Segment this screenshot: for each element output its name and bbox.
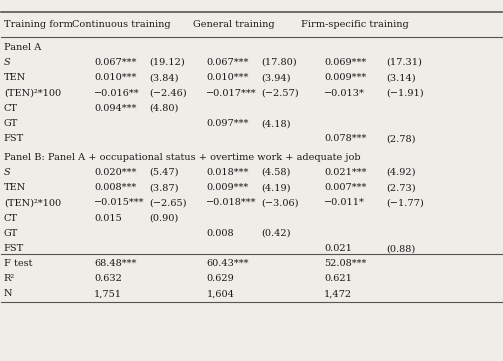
Text: (4.92): (4.92) [387, 168, 416, 177]
Text: 0.067***: 0.067*** [206, 58, 249, 67]
Text: TEN: TEN [4, 73, 26, 82]
Text: (0.90): (0.90) [149, 214, 178, 223]
Text: CT: CT [4, 214, 18, 223]
Text: −0.016**: −0.016** [94, 88, 139, 97]
Text: 0.067***: 0.067*** [94, 58, 136, 67]
Text: Panel A: Panel A [4, 43, 41, 52]
Text: FST: FST [4, 134, 24, 143]
Text: 0.629: 0.629 [206, 274, 234, 283]
Text: S: S [4, 58, 11, 67]
Text: (17.80): (17.80) [262, 58, 297, 67]
Text: GT: GT [4, 119, 18, 128]
Text: R²: R² [4, 274, 15, 283]
Text: GT: GT [4, 229, 18, 238]
Text: 0.015: 0.015 [94, 214, 122, 223]
Text: (3.94): (3.94) [262, 73, 291, 82]
Text: 0.009***: 0.009*** [206, 183, 248, 192]
Text: F test: F test [4, 260, 32, 269]
Text: (2.73): (2.73) [387, 183, 416, 192]
Text: (4.80): (4.80) [149, 104, 179, 113]
Text: 0.020***: 0.020*** [94, 168, 136, 177]
Text: (4.19): (4.19) [262, 183, 291, 192]
Text: (4.18): (4.18) [262, 119, 291, 128]
Text: (2.78): (2.78) [387, 134, 416, 143]
Text: 52.08***: 52.08*** [324, 260, 366, 269]
Text: (0.88): (0.88) [387, 244, 416, 253]
Text: (−1.77): (−1.77) [387, 198, 425, 207]
Text: 0.069***: 0.069*** [324, 58, 366, 67]
Text: (TEN)²*100: (TEN)²*100 [4, 198, 61, 207]
Text: 1,751: 1,751 [94, 289, 122, 298]
Text: Panel B: Panel A + occupational status + overtime work + adequate job: Panel B: Panel A + occupational status +… [4, 153, 361, 161]
Text: (−2.65): (−2.65) [149, 198, 187, 207]
Text: FST: FST [4, 244, 24, 253]
Text: −0.015***: −0.015*** [94, 198, 144, 207]
Text: (−3.06): (−3.06) [262, 198, 299, 207]
Text: 0.097***: 0.097*** [206, 119, 249, 128]
Text: 0.008: 0.008 [206, 229, 234, 238]
Text: 1,604: 1,604 [206, 289, 234, 298]
Text: (3.87): (3.87) [149, 183, 179, 192]
Text: (3.14): (3.14) [387, 73, 416, 82]
Text: 1,472: 1,472 [324, 289, 352, 298]
Text: (−1.91): (−1.91) [387, 88, 424, 97]
Text: Continuous training: Continuous training [72, 20, 171, 29]
Text: −0.011*: −0.011* [324, 198, 365, 207]
Text: 0.008***: 0.008*** [94, 183, 136, 192]
Text: 68.48***: 68.48*** [94, 260, 136, 269]
Text: −0.018***: −0.018*** [206, 198, 257, 207]
Text: N: N [4, 289, 13, 298]
Text: (−2.57): (−2.57) [262, 88, 299, 97]
Text: 0.021***: 0.021*** [324, 168, 367, 177]
Text: 0.007***: 0.007*** [324, 183, 366, 192]
Text: (−2.46): (−2.46) [149, 88, 187, 97]
Text: 0.018***: 0.018*** [206, 168, 249, 177]
Text: CT: CT [4, 104, 18, 113]
Text: Firm-specific training: Firm-specific training [301, 20, 409, 29]
Text: 0.010***: 0.010*** [206, 73, 249, 82]
Text: Training form: Training form [4, 20, 73, 29]
Text: 0.010***: 0.010*** [94, 73, 136, 82]
Text: S: S [4, 168, 11, 177]
Text: 0.021: 0.021 [324, 244, 352, 253]
Text: (4.58): (4.58) [262, 168, 291, 177]
Text: 0.094***: 0.094*** [94, 104, 136, 113]
Text: TEN: TEN [4, 183, 26, 192]
Text: General training: General training [193, 20, 275, 29]
Text: (5.47): (5.47) [149, 168, 179, 177]
Text: −0.013*: −0.013* [324, 88, 365, 97]
Text: (3.84): (3.84) [149, 73, 179, 82]
Text: (19.12): (19.12) [149, 58, 185, 67]
Text: 0.632: 0.632 [94, 274, 122, 283]
Text: −0.017***: −0.017*** [206, 88, 257, 97]
Text: 0.009***: 0.009*** [324, 73, 366, 82]
Text: 0.621: 0.621 [324, 274, 352, 283]
Text: (0.42): (0.42) [262, 229, 291, 238]
Text: (TEN)²*100: (TEN)²*100 [4, 88, 61, 97]
Text: 60.43***: 60.43*** [206, 260, 249, 269]
Text: (17.31): (17.31) [387, 58, 423, 67]
Text: 0.078***: 0.078*** [324, 134, 366, 143]
